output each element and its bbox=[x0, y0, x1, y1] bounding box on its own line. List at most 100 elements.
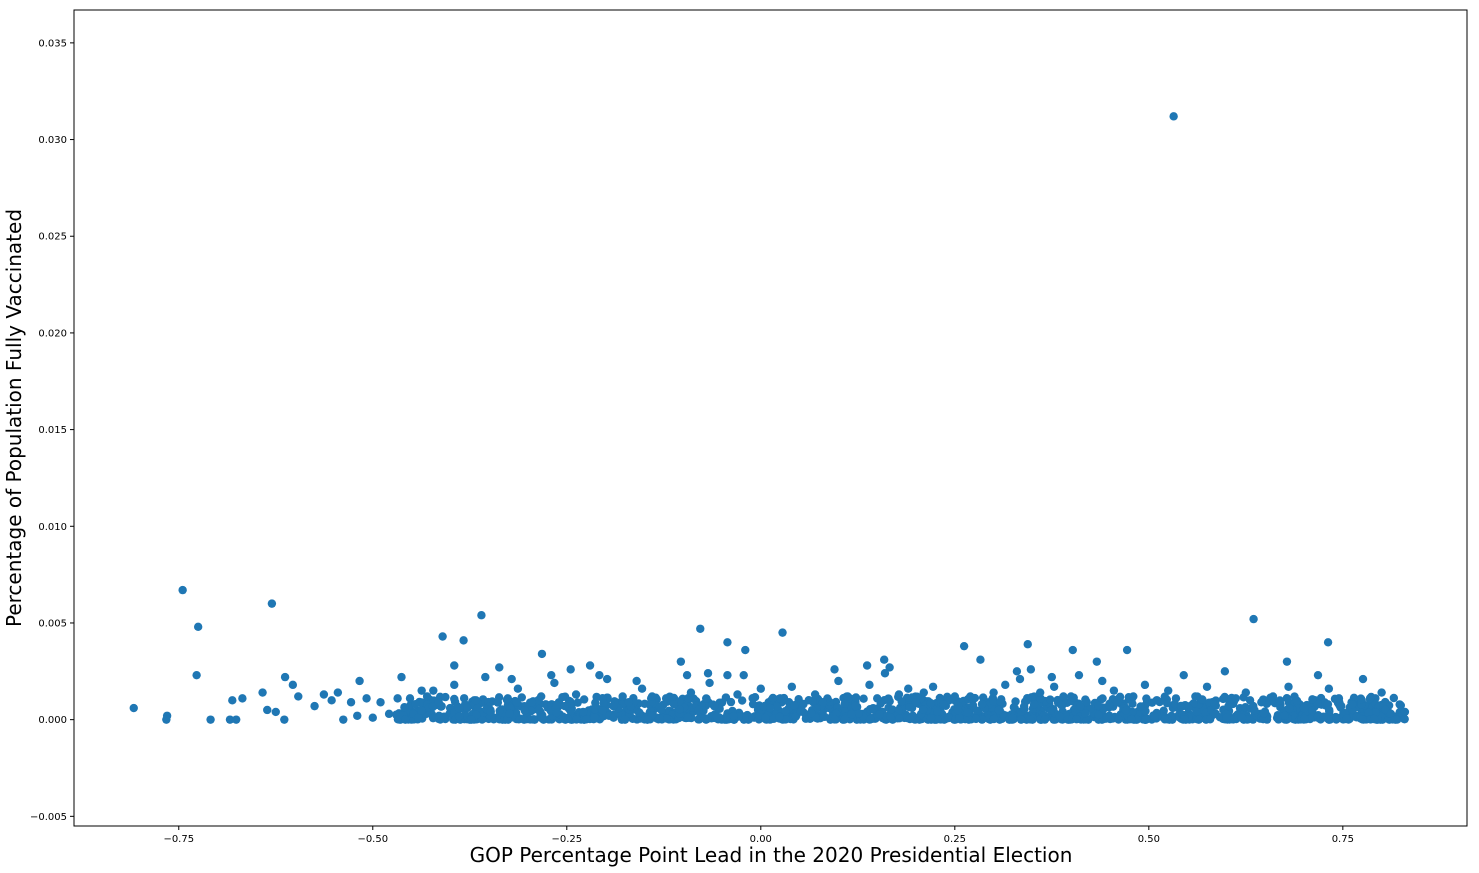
data-point bbox=[643, 715, 652, 724]
data-point bbox=[178, 585, 187, 595]
data-point bbox=[830, 715, 840, 724]
data-point bbox=[655, 714, 664, 723]
data-point bbox=[1313, 670, 1323, 680]
data-point bbox=[1160, 715, 1170, 724]
data-point bbox=[1029, 700, 1039, 709]
data-point bbox=[989, 688, 998, 697]
data-point bbox=[712, 712, 722, 721]
data-point bbox=[1358, 674, 1368, 684]
data-point bbox=[721, 713, 731, 722]
data-point bbox=[428, 713, 438, 723]
data-point bbox=[1358, 715, 1367, 724]
data-point bbox=[280, 672, 290, 682]
data-point bbox=[558, 712, 568, 721]
data-point bbox=[1081, 709, 1090, 718]
data-point bbox=[729, 712, 738, 721]
data-point bbox=[933, 707, 942, 716]
data-point bbox=[429, 686, 438, 695]
data-point bbox=[739, 670, 748, 680]
data-point bbox=[865, 680, 874, 690]
data-point bbox=[1241, 688, 1251, 697]
data-point bbox=[1259, 709, 1269, 718]
data-point bbox=[748, 699, 758, 709]
data-point bbox=[413, 713, 423, 723]
data-point bbox=[463, 703, 472, 713]
data-point bbox=[1284, 682, 1293, 691]
data-point bbox=[1069, 693, 1078, 702]
data-point bbox=[989, 697, 998, 706]
data-point bbox=[791, 712, 801, 721]
data-point bbox=[966, 692, 975, 701]
data-point bbox=[503, 694, 513, 703]
data-point bbox=[834, 676, 843, 686]
data-point bbox=[1198, 695, 1207, 704]
plot-frame bbox=[73, 9, 1468, 827]
data-point bbox=[1049, 682, 1059, 691]
data-point bbox=[1092, 657, 1102, 666]
data-point bbox=[818, 698, 828, 707]
data-point bbox=[1229, 715, 1238, 724]
data-point bbox=[534, 705, 544, 715]
data-point bbox=[700, 714, 709, 723]
data-point bbox=[989, 714, 999, 724]
data-point bbox=[258, 688, 267, 697]
data-point bbox=[787, 682, 797, 691]
data-point bbox=[1237, 713, 1247, 723]
data-point bbox=[1068, 645, 1077, 655]
data-point bbox=[897, 697, 906, 706]
data-point bbox=[327, 696, 336, 705]
data-point bbox=[1292, 696, 1302, 706]
data-point bbox=[1386, 709, 1396, 719]
data-point bbox=[573, 698, 582, 707]
data-point bbox=[454, 703, 464, 713]
data-point bbox=[566, 707, 575, 716]
data-point bbox=[400, 703, 409, 712]
x-tick-label: 0.25 bbox=[944, 834, 966, 845]
data-point bbox=[1025, 715, 1035, 724]
data-point bbox=[527, 698, 537, 707]
data-point bbox=[450, 661, 459, 670]
data-point bbox=[624, 698, 634, 707]
data-point bbox=[450, 680, 459, 690]
data-point bbox=[537, 649, 547, 659]
data-point bbox=[1179, 670, 1188, 680]
data-point bbox=[192, 670, 201, 680]
data-point bbox=[1055, 712, 1065, 721]
data-point bbox=[397, 672, 406, 682]
data-point bbox=[1140, 680, 1150, 690]
data-point bbox=[1400, 714, 1409, 724]
data-point bbox=[1192, 707, 1201, 716]
data-point bbox=[1001, 680, 1010, 690]
data-point bbox=[885, 663, 894, 672]
data-point bbox=[339, 715, 348, 724]
data-point bbox=[310, 701, 319, 711]
data-point bbox=[1280, 711, 1289, 720]
data-point bbox=[513, 684, 523, 693]
data-point bbox=[1211, 709, 1221, 719]
data-point bbox=[810, 690, 820, 699]
y-axis: −0.005 0.000 0.005 0.010 0.015 0.020 0.025 0.03… bbox=[30, 38, 74, 823]
x-axis: −0.75 −0.50 −0.25 0.00 0.25 0.50 0.75 bbox=[163, 826, 1354, 845]
data-point bbox=[1046, 706, 1056, 715]
data-point bbox=[231, 715, 241, 724]
data-point bbox=[609, 701, 618, 711]
data-point bbox=[866, 715, 875, 724]
data-point bbox=[618, 692, 627, 701]
data-point bbox=[1036, 694, 1045, 703]
data-point bbox=[1282, 657, 1292, 666]
data-point bbox=[1127, 714, 1136, 724]
data-point bbox=[710, 701, 719, 711]
data-point bbox=[1104, 700, 1114, 710]
data-point bbox=[467, 715, 476, 724]
data-point bbox=[1081, 715, 1090, 724]
data-point bbox=[238, 694, 247, 703]
data-point bbox=[495, 706, 504, 716]
x-tick-label: −0.75 bbox=[163, 834, 194, 845]
data-point bbox=[417, 686, 426, 695]
data-point bbox=[854, 709, 863, 718]
data-point bbox=[368, 713, 377, 722]
data-point bbox=[657, 705, 666, 715]
data-point bbox=[1098, 694, 1107, 703]
data-point bbox=[676, 657, 686, 666]
data-point bbox=[1076, 701, 1085, 711]
